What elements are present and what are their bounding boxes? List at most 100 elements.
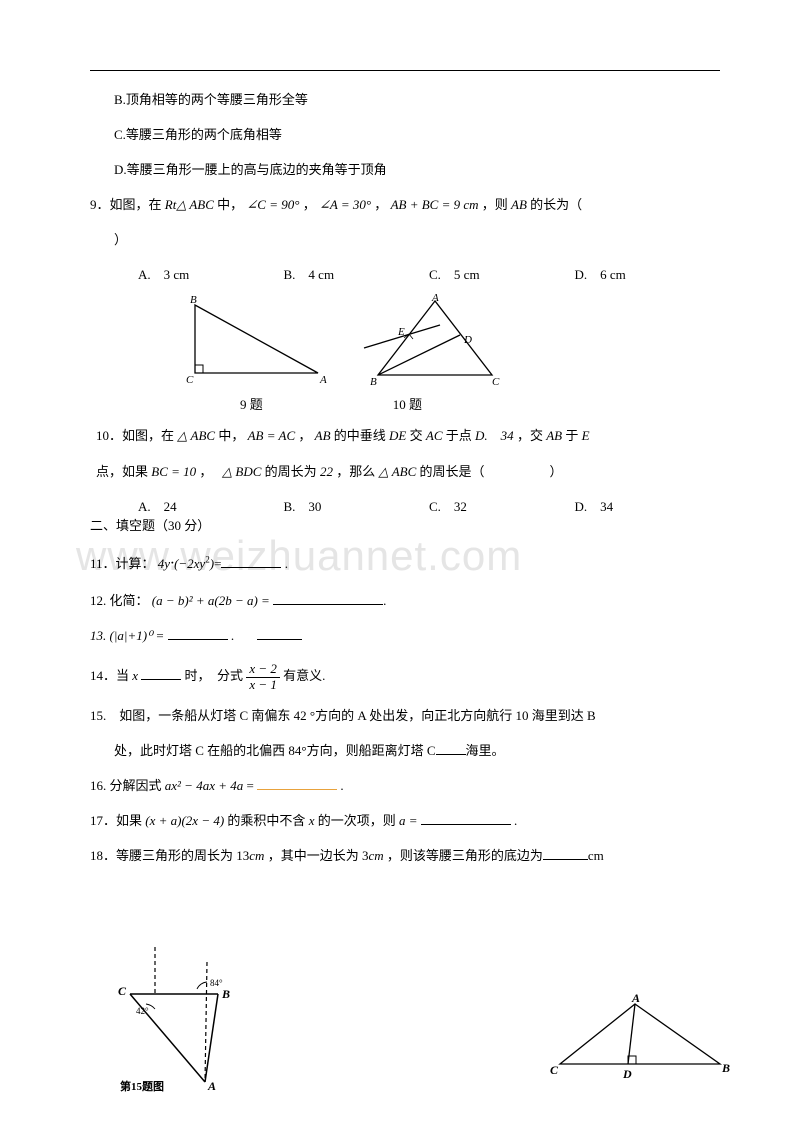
figure-labels: 9 题 10 题 xyxy=(90,394,720,413)
q10-m6: 于 xyxy=(565,428,581,443)
q15-l1: 15. 如图，一条船从灯塔 C 南偏东 42 °方向的 A 处出发，向正北方向航… xyxy=(90,705,720,727)
q9-ab: AB xyxy=(511,197,527,212)
q9-q10-figures: B C A A B C D E xyxy=(170,293,720,388)
q10-opt-a: A. 24 xyxy=(138,496,284,515)
fig19-B: B xyxy=(721,1061,730,1075)
q15-blank xyxy=(436,754,466,755)
q12-expr: (a − b)² + a(2b − a) = xyxy=(152,593,270,608)
q10-ab: AB xyxy=(315,428,331,443)
q18-b: ，其中一边长为 3 xyxy=(268,848,369,863)
q18-cm2: cm xyxy=(368,848,383,863)
q10-prefix: 10．如图，在 xyxy=(96,428,177,443)
svg-text:E: E xyxy=(397,326,405,338)
q14-blank xyxy=(141,679,181,680)
svg-text:B: B xyxy=(370,376,377,388)
q10-m5: ，交 xyxy=(517,428,546,443)
q18-blank xyxy=(543,859,588,860)
q18-cm: cm xyxy=(249,848,264,863)
q17-dot: . xyxy=(514,813,517,828)
q15-l2b: 海里。 xyxy=(466,743,505,758)
q10-sep: ， xyxy=(298,428,311,443)
q14-den: x − 1 xyxy=(246,677,280,692)
q10-l2a: 点，如果 xyxy=(96,464,151,479)
q11-4y: 4y xyxy=(158,556,170,571)
q9-opt-a: A. 3 cm xyxy=(138,264,284,283)
q18: 18．等腰三角形的周长为 13cm ，其中一边长为 3cm ，则该等腰三角形的底… xyxy=(90,845,720,867)
q8-option-c: C.等腰三角形的两个底角相等 xyxy=(90,124,720,146)
fig19-D: D xyxy=(622,1067,632,1081)
figure-q9: B C A xyxy=(170,293,330,388)
q10-m2: 的中垂线 xyxy=(334,428,389,443)
q10-m1: 中， xyxy=(218,428,244,443)
q16: 16. 分解因式 ax² − 4ax + 4a = . xyxy=(90,775,720,797)
q9-opt-d: D. 6 cm xyxy=(575,264,721,283)
q10-opt-d: D. 34 xyxy=(575,496,721,515)
q11-paren: (−2xy xyxy=(174,556,205,571)
q10-opt-b: B. 30 xyxy=(284,496,430,515)
q10-m8: ，那么 xyxy=(336,464,378,479)
q9-mid1: 中， xyxy=(217,197,243,212)
fig15-B: B xyxy=(221,987,230,1001)
q13-text: 13. (|a|+1)⁰ = xyxy=(90,628,164,643)
q14-d: 有意义. xyxy=(283,668,325,683)
figure-q15: C B A 42° 84° 第15题图 xyxy=(100,942,260,1092)
q10-22: 22 xyxy=(320,464,333,479)
q10-abc: △ ABC xyxy=(378,464,416,479)
q17-a: 17．如果 xyxy=(90,813,145,828)
q17-c: 的一次项，则 xyxy=(318,813,399,828)
fig15-ang42: 42° xyxy=(136,1006,149,1016)
q10-ac: AC xyxy=(426,428,443,443)
q14-a: 14．当 xyxy=(90,668,132,683)
q8-option-d: D.等腰三角形一腰上的高与底边的夹角等于顶角 xyxy=(90,159,720,181)
q14-fraction: x − 2 x − 1 xyxy=(246,662,280,692)
q10-eq: AB = AC xyxy=(248,428,296,443)
q9-mid2: ，则 xyxy=(482,197,511,212)
q17-expr: (x + a)(2x − 4) xyxy=(145,813,224,828)
q16-eq: = xyxy=(247,778,254,793)
fig15-label: 第15题图 xyxy=(120,1079,164,1092)
q9-close: ） xyxy=(90,229,720,251)
q10-tri: △ ABC xyxy=(177,428,215,443)
q12-text: 12. 化简： xyxy=(90,593,149,608)
q17: 17．如果 (x + a)(2x − 4) 的乘积中不含 x 的一次项，则 a … xyxy=(90,810,720,832)
q16-dot: . xyxy=(340,778,343,793)
q16-a: 16. 分解因式 xyxy=(90,778,165,793)
fig19-C: C xyxy=(550,1063,559,1077)
svg-text:A: A xyxy=(431,293,439,304)
q9-stem: 9．如图，在 Rt△ ABC 中， ∠C = 90° ， ∠A = 30° ， … xyxy=(90,194,720,216)
q18-a: 18．等腰三角形的周长为 13 xyxy=(90,848,249,863)
q16-blank xyxy=(257,789,337,790)
q9-opt-c: C. 5 cm xyxy=(429,264,575,283)
section2-title: 二、填空题（30 分） xyxy=(90,515,720,537)
page-content: B.顶角相等的两个等腰三角形全等 C.等腰三角形的两个底角相等 D.等腰三角形一… xyxy=(90,70,720,867)
q18-d: cm xyxy=(588,848,604,863)
q14-num: x − 2 xyxy=(246,662,280,676)
q10-de: DE xyxy=(389,428,406,443)
q9-s1: ， xyxy=(303,197,316,212)
figure-q10: A B C D E xyxy=(360,293,510,388)
figure-q19: A C D B xyxy=(550,992,730,1082)
q9-angA: ∠A = 30° xyxy=(319,197,371,212)
q10-bc: BC = 10 xyxy=(151,464,196,479)
fig10-label: 10 题 xyxy=(393,394,422,413)
q10-options: A. 24 B. 30 C. 32 D. 34 xyxy=(90,496,720,515)
q16-expr: ax² − 4ax + 4a xyxy=(165,778,243,793)
q17-b: 的乘积中不含 xyxy=(227,813,308,828)
q14: 14．当 x 时， 分式 x − 2 x − 1 有意义. xyxy=(90,660,720,692)
q11: 11．计算： 4y·(−2xy2)= . xyxy=(90,550,720,577)
fig15-ang84: 84° xyxy=(210,978,223,988)
fig15-A: A xyxy=(207,1079,216,1092)
q14-x: x xyxy=(132,668,138,683)
q10-m9: 的周长是（ ） xyxy=(420,464,563,479)
q10-line1: 10．如图，在 △ ABC 中， AB = AC ， AB 的中垂线 DE 交 … xyxy=(90,425,720,447)
svg-text:A: A xyxy=(319,374,327,386)
q10-m3: 交 xyxy=(410,428,426,443)
q15-l2a: 处，此时灯塔 C 在船的北偏西 84°方向，则船距离灯塔 C xyxy=(114,743,436,758)
q10-line2: 点，如果 BC = 10 ， △ BDC 的周长为 22 ，那么 △ ABC 的… xyxy=(90,461,720,483)
q12: 12. 化简： (a − b)² + a(2b − a) = . xyxy=(90,590,720,612)
q9-prefix: 9．如图，在 xyxy=(90,197,165,212)
q10-ab2: AB xyxy=(546,428,562,443)
q9-sum: AB + BC = 9 cm xyxy=(391,197,479,212)
q13-dot: . xyxy=(231,628,234,643)
q8-option-b: B.顶角相等的两个等腰三角形全等 xyxy=(90,89,720,111)
